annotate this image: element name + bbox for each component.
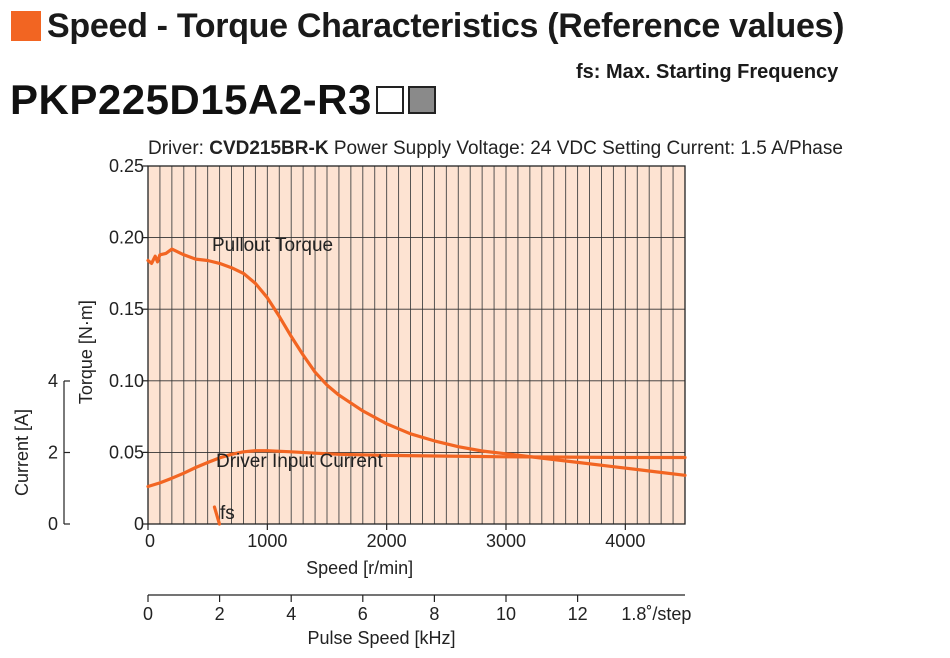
current-tick-label: 2 [48,443,58,463]
torque-tick-label: 0.10 [109,371,144,391]
fs-label: fs [220,503,235,524]
model-white-box-icon [375,86,404,114]
pulse-tick-label: 6 [358,604,368,624]
pullout-torque-label: Pullout Torque [212,235,333,256]
torque-tick-label: 0.25 [109,156,144,176]
driver-model: CVD215BR-K [209,138,329,159]
driver-current-label: Driver Input Current [216,451,384,472]
model-row: PKP225D15A2-R3 [10,76,436,124]
pulse-tick-label: 10 [496,604,516,624]
pulse-step-suffix: 1.8˚/step [621,604,691,624]
pullout-torque-line [146,247,687,477]
driver-prefix: Driver: [148,138,210,159]
speed-tick-label: 1000 [247,531,287,551]
speed-tick-label: 0 [145,531,155,551]
speed-axis-label: Speed [r/min] [306,558,413,578]
driver-specs: Power Supply Voltage: 24 VDC Setting Cur… [328,138,843,159]
plot-frame [147,165,686,525]
driver-current-line [146,449,687,489]
pulse-tick-label: 8 [429,604,439,624]
torque-tick-label: 0 [134,514,144,534]
current-tick-label: 4 [48,371,58,391]
model-gray-box-icon [407,86,436,114]
pulse-axis-label: Pulse Speed [kHz] [307,628,455,648]
driver-info: Driver: CVD215BR-K Power Supply Voltage:… [148,138,843,160]
speed-tick-label: 2000 [367,531,407,551]
torque-tick-label: 0.20 [109,228,144,248]
torque-axis-label: Torque [N·m] [76,300,96,404]
torque-tick-label: 0.05 [109,442,144,462]
torque-tick-label: 0.15 [109,299,144,319]
pulse-tick-label: 2 [215,604,225,624]
chart-title: Speed - Torque Characteristics (Referenc… [47,6,845,45]
chart-title-row: Speed - Torque Characteristics (Referenc… [11,6,844,46]
title-square-icon [11,11,41,41]
speed-tick-label: 4000 [605,531,645,551]
fs-note: fs: Max. Starting Frequency [576,61,839,83]
pulse-tick-label: 4 [286,604,296,624]
pulse-tick-label: 12 [568,604,588,624]
current-axis-label: Current [A] [12,409,32,496]
current-tick-label: 0 [48,514,58,534]
speed-tick-label: 3000 [486,531,526,551]
model-name: PKP225D15A2-R3 [10,76,372,123]
pulse-tick-label: 0 [143,604,153,624]
fs-marker [212,505,222,526]
